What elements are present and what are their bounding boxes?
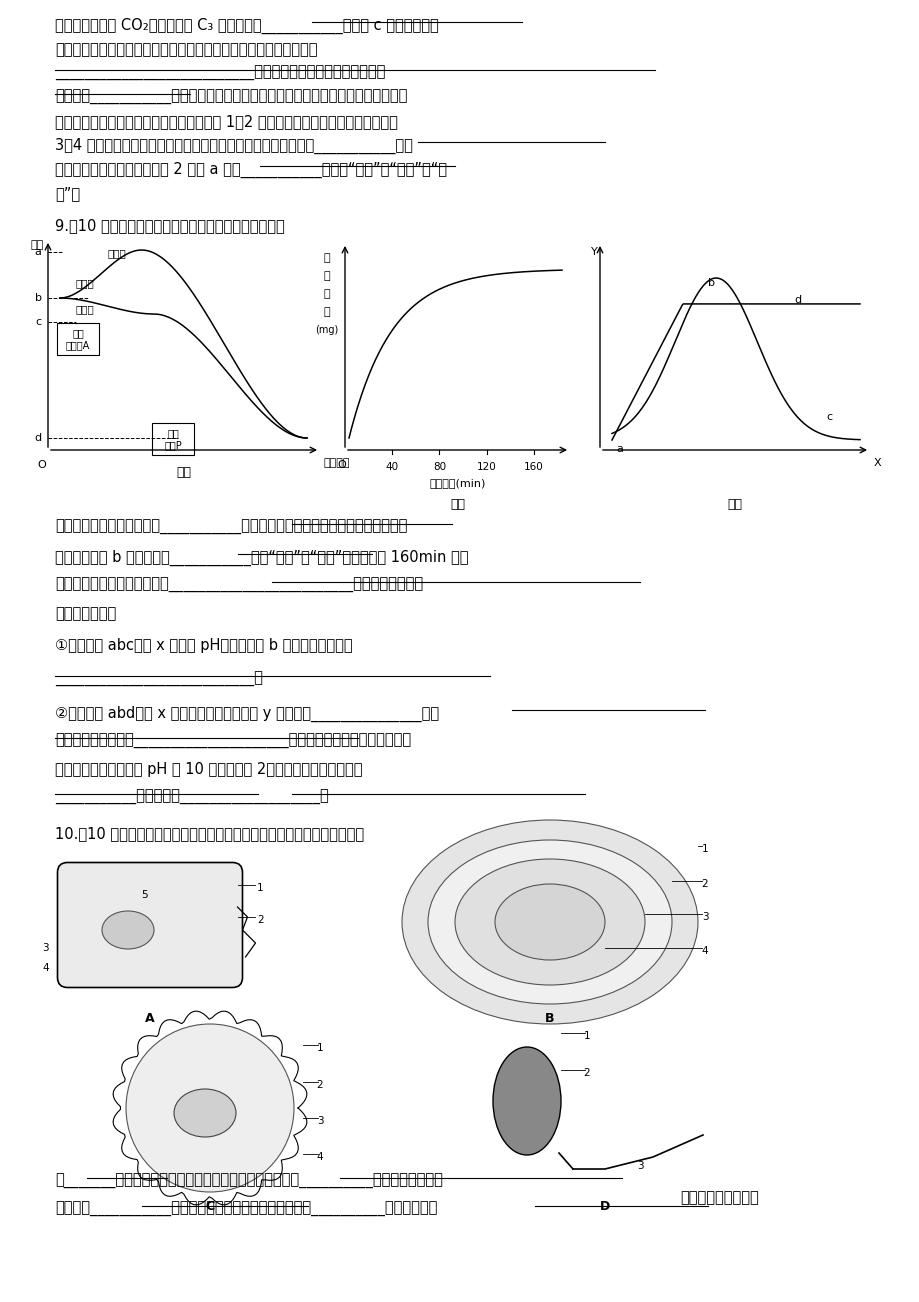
- Text: 物: 物: [323, 289, 330, 299]
- Ellipse shape: [455, 859, 644, 986]
- Text: b: b: [35, 293, 41, 303]
- Text: 反应过程: 反应过程: [323, 458, 349, 467]
- Text: d: d: [34, 434, 41, 443]
- Text: O: O: [38, 460, 46, 470]
- Ellipse shape: [102, 911, 153, 949]
- Text: 化该反应，则 b 在纵轴上将___________（填“上移”或“下移”）。乙图中 160min 时，: 化该反应，则 b 在纵轴上将___________（填“上移”或“下移”）。乙图…: [55, 549, 468, 566]
- Text: 照，但充分供给 CO₂，则细胞内 C₃ 的含量将会___________。物质 c 若不进入乙，: 照，但充分供给 CO₂，则细胞内 C₃ 的含量将会___________。物质 …: [55, 18, 438, 34]
- Text: c: c: [35, 316, 41, 327]
- Ellipse shape: [427, 840, 671, 1004]
- FancyBboxPatch shape: [57, 323, 99, 355]
- Text: 终态: 终态: [167, 428, 178, 437]
- Text: ___________________________。对绿叶中色素进行分离时，所用: ___________________________。对绿叶中色素进行分离时，…: [55, 66, 385, 81]
- Text: ②对于曲线 abd，若 x 轴表示反应物浓度，则 y 轴可表示_______________。制: ②对于曲线 abd，若 x 轴表示反应物浓度，则 y 轴可表示_________…: [55, 706, 438, 723]
- FancyBboxPatch shape: [58, 862, 243, 987]
- Text: 4: 4: [42, 963, 49, 973]
- Text: 乙图: 乙图: [449, 497, 464, 510]
- Text: D: D: [599, 1200, 609, 1213]
- Text: 最有可能属于病毒的: 最有可能属于病毒的: [679, 1190, 758, 1204]
- Text: 是_______，它在结构上不同于其他三种图示的显著特点是__________；病毒的生活及繁: 是_______，它在结构上不同于其他三种图示的显著特点是__________；…: [55, 1174, 442, 1189]
- Text: 1: 1: [701, 844, 708, 854]
- Text: 1: 1: [583, 1031, 590, 1042]
- Text: 无催化: 无催化: [76, 279, 95, 288]
- Text: 甲图: 甲图: [176, 466, 191, 479]
- Text: d: d: [794, 296, 800, 305]
- Text: A: A: [145, 1012, 154, 1025]
- Text: 分析丙图曲线：: 分析丙图曲线：: [55, 605, 116, 621]
- Text: 120: 120: [476, 462, 496, 473]
- Text: 3、4 条色素带宽度则明显较小。则相对于丁叶片而言，丙吸收的___________色的: 3、4 条色素带宽度则明显较小。则相对于丁叶片而言，丙吸收的__________…: [55, 138, 413, 154]
- Text: 光较少。若适当增强光照，图 2 中的 a 点将___________。（填“左移”、“右移”或“不: 光较少。若适当增强光照，图 2 中的 a 点将___________。（填“左移…: [55, 161, 447, 178]
- Text: 醂的作用机理可以用甲图中___________段来表示。如果将醂催化改为无机催化剂催: 醂的作用机理可以用甲图中___________段来表示。如果将醂催化改为无机催化…: [55, 519, 407, 535]
- Text: X: X: [873, 458, 880, 467]
- Text: 反应物A: 反应物A: [66, 340, 90, 350]
- Text: 丙的叶片的滤纸条上以滤液细线为起点的第 1、2 条色素带宽度与丁的叶片相当，而第: 丙的叶片的滤纸条上以滤液细线为起点的第 1、2 条色素带宽度与丁的叶片相当，而第: [55, 115, 397, 129]
- Text: 殖必须在___________内才能进行。图中属于原核细胞的是__________，它在结构上: 殖必须在___________内才能进行。图中属于原核细胞的是_________…: [55, 1202, 437, 1217]
- Text: 2: 2: [583, 1068, 590, 1078]
- Text: ①对于曲线 abc，若 x 轴表示 pH，则曲线上 b 点的生物学意义是: ①对于曲线 abc，若 x 轴表示 pH，则曲线上 b 点的生物学意义是: [55, 638, 352, 654]
- Ellipse shape: [493, 1047, 561, 1155]
- Text: 4: 4: [316, 1152, 323, 1161]
- Text: 40: 40: [385, 462, 398, 473]
- Text: O: O: [336, 460, 346, 470]
- Text: 丙图: 丙图: [727, 497, 742, 510]
- Text: 则可在缺氧条件下继续在细胞质基质中进行反应，请写出总反应式：: 则可在缺氧条件下继续在细胞质基质中进行反应，请写出总反应式：: [55, 42, 317, 57]
- Text: 反应时间(min): 反应时间(min): [429, 478, 485, 488]
- Ellipse shape: [494, 884, 605, 960]
- Text: 活化态: 活化态: [108, 247, 127, 258]
- Text: 3: 3: [636, 1161, 642, 1170]
- Circle shape: [126, 1023, 294, 1193]
- Ellipse shape: [402, 820, 698, 1023]
- Text: c: c: [826, 411, 832, 422]
- Text: 1: 1: [257, 883, 264, 893]
- Text: 3: 3: [42, 943, 49, 953]
- Text: 2: 2: [316, 1079, 323, 1090]
- Text: 产物P: 产物P: [164, 440, 182, 450]
- Text: ___________________________。: ___________________________。: [55, 672, 263, 687]
- Text: 3: 3: [316, 1116, 323, 1126]
- Text: 其他条件不变，反应液 pH 由 10 逐渐降低到 2，则醂催化反应的速率将: 其他条件不变，反应液 pH 由 10 逐渐降低到 2，则醂催化反应的速率将: [55, 762, 362, 777]
- Text: 醂催化: 醂催化: [76, 303, 95, 314]
- Text: ___________，原因是：___________________。: ___________，原因是：___________________。: [55, 790, 328, 805]
- Text: C: C: [205, 1200, 214, 1213]
- Text: 5: 5: [142, 891, 148, 900]
- Text: 动”）: 动”）: [55, 186, 80, 201]
- Text: 80: 80: [432, 462, 446, 473]
- Text: a: a: [35, 247, 41, 256]
- Text: 初态: 初态: [72, 328, 84, 339]
- Text: Y: Y: [590, 247, 596, 256]
- Text: 3: 3: [701, 911, 708, 922]
- Text: b: b: [708, 279, 714, 288]
- Text: 10.（10 分）下图是几种生物的基本结构单位。请根据图回答下面的问题。: 10.（10 分）下图是几种生物的基本结构单位。请根据图回答下面的问题。: [55, 825, 364, 841]
- Text: 生成物的量不再增加的原因是_________________________。联系所学内容，: 生成物的量不再增加的原因是_________________________。联…: [55, 578, 423, 592]
- Ellipse shape: [174, 1088, 236, 1137]
- Text: 2: 2: [701, 879, 708, 889]
- Text: 的试剂是___________。多次取等量丙、丁叶片，对其中的色素提取和分离，观察到: 的试剂是___________。多次取等量丙、丁叶片，对其中的色素提取和分离，观…: [55, 90, 407, 105]
- Text: 1: 1: [316, 1043, 323, 1053]
- Text: 2: 2: [257, 915, 264, 924]
- Text: 约曲线增加的原因是_____________________。若该醂是胃蛋白醂，醂浓度和: 约曲线增加的原因是_____________________。若该醂是胃蛋白醂，…: [55, 734, 411, 749]
- Text: B: B: [545, 1012, 554, 1025]
- Text: 4: 4: [701, 947, 708, 956]
- Text: 9.（10 分）解读下面与醂有关的曲线，回答下列问题：: 9.（10 分）解读下面与醂有关的曲线，回答下列问题：: [55, 217, 285, 233]
- Text: a: a: [616, 444, 622, 454]
- Text: 成: 成: [323, 271, 330, 281]
- Text: 生: 生: [323, 253, 330, 263]
- Text: 能量: 能量: [30, 240, 44, 250]
- FancyBboxPatch shape: [152, 423, 194, 454]
- Text: (mg): (mg): [315, 326, 338, 335]
- Text: 量: 量: [323, 307, 330, 316]
- Text: 160: 160: [523, 462, 543, 473]
